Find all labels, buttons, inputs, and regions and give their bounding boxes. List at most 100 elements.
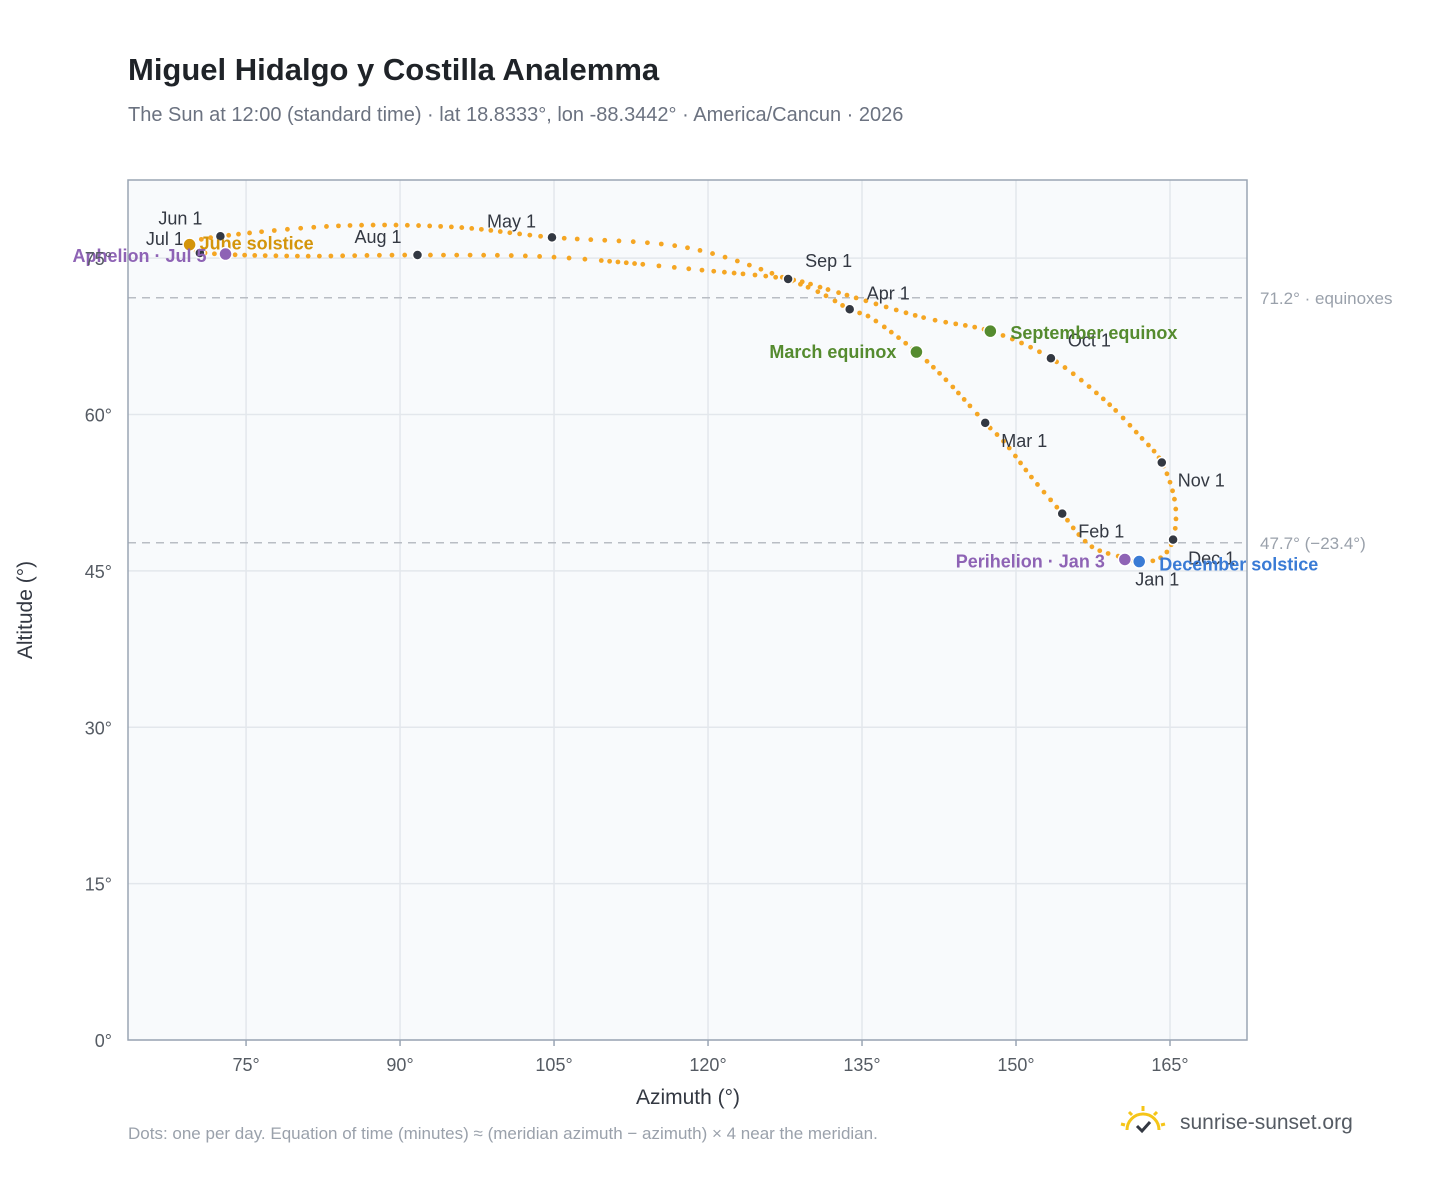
day-dot (937, 370, 942, 376)
day-dot (247, 230, 252, 236)
event-label: December solstice (1159, 555, 1318, 575)
day-dot (561, 235, 567, 241)
day-dot (943, 377, 949, 383)
day-dot (623, 260, 629, 266)
brand-logo[interactable]: sunrise-sunset.org (1120, 1104, 1353, 1141)
day-dot (370, 222, 376, 228)
day-dot (686, 266, 692, 272)
day-dot (438, 223, 444, 229)
day-dot (494, 252, 500, 258)
day-dot (522, 253, 528, 259)
day-dot (324, 224, 329, 229)
day-dot (930, 364, 936, 370)
day-dot (607, 258, 612, 264)
day-dot (1076, 532, 1082, 537)
day-dot (428, 252, 433, 258)
day-dot (943, 319, 949, 325)
chart-subtitle: The Sun at 12:00 (standard time) · lat 1… (128, 104, 904, 126)
event-dot (1131, 554, 1147, 569)
day-dot (1082, 538, 1088, 544)
day-dot (710, 251, 715, 256)
day-dot (722, 254, 728, 260)
day-dot (481, 252, 487, 258)
day-dot (921, 315, 927, 320)
event-label: March equinox (769, 342, 896, 362)
day-dot (1009, 336, 1015, 342)
day-dot (488, 228, 494, 233)
day-dot (1170, 488, 1175, 494)
day-dot (517, 231, 523, 237)
day-dot (903, 340, 909, 346)
day-dot (658, 241, 664, 247)
day-dot (328, 253, 334, 259)
day-dot (817, 284, 823, 290)
month-dot (1056, 507, 1068, 520)
day-dot (853, 295, 859, 301)
day-dot (630, 239, 636, 245)
day-dot (271, 228, 277, 233)
day-dot (527, 232, 533, 238)
day-dot (404, 222, 410, 228)
day-dot (972, 324, 978, 330)
day-dot (273, 253, 279, 259)
day-dot (1023, 467, 1029, 473)
day-dot (763, 273, 769, 279)
day-dot (497, 229, 503, 234)
month-label: Jul 1 (146, 229, 184, 249)
day-dot (602, 237, 608, 243)
event-label: Aphelion · Jul 5 (73, 246, 207, 266)
day-dot (427, 223, 433, 229)
y-tick-label: 30° (85, 718, 112, 738)
day-dot (1133, 429, 1139, 435)
day-dot (844, 292, 850, 298)
month-dot (843, 303, 856, 316)
day-dot (1097, 548, 1103, 554)
day-dot (389, 252, 395, 258)
day-dot (640, 261, 646, 267)
x-tick-label: 105° (535, 1055, 572, 1075)
day-dot (924, 358, 930, 364)
day-dot (616, 238, 622, 244)
day-dot (840, 303, 845, 308)
day-dot (382, 222, 387, 228)
day-dot (347, 223, 353, 228)
axis-ticks: 75° 90° 105° 120° 135° 150° 165° 0° 15° 30° 45° 60°… (85, 249, 1189, 1075)
day-dot (574, 236, 580, 242)
day-dot (311, 224, 317, 230)
day-dot (685, 245, 690, 251)
day-dot (448, 224, 454, 230)
month-label: Dec 1 (1188, 549, 1235, 569)
day-dot (873, 301, 879, 307)
day-dot (1001, 438, 1006, 444)
day-dot (699, 267, 705, 273)
day-dot (883, 304, 889, 310)
day-dot (198, 236, 204, 242)
day-dot (734, 258, 740, 264)
day-dot (671, 265, 677, 270)
event-dot (182, 237, 197, 252)
footnote: Dots: one per day. Equation of time (min… (128, 1124, 878, 1143)
day-dot (1028, 344, 1033, 350)
month-dot (979, 417, 991, 429)
day-dot (950, 384, 956, 390)
x-tick-label: 75° (232, 1055, 259, 1075)
event-label: September equinox (1010, 323, 1177, 343)
day-dot (508, 253, 514, 258)
day-dot (376, 252, 382, 258)
month-label: Oct 1 (1068, 330, 1111, 350)
month-dot (194, 247, 206, 259)
day-dot (1086, 384, 1092, 389)
day-dot (1150, 558, 1156, 564)
month-label: Mar 1 (1001, 431, 1047, 451)
day-dot (1100, 396, 1106, 402)
y-tick-label: 15° (85, 875, 112, 895)
day-dot (537, 254, 543, 259)
event-label: June solstice (200, 234, 314, 254)
month-dot (1167, 533, 1179, 546)
day-dot (1158, 555, 1163, 561)
day-dot (1167, 479, 1173, 485)
day-dot (538, 233, 543, 239)
x-tick-label: 135° (843, 1055, 880, 1075)
reference-line-label: 47.7° (−23.4°) (1260, 534, 1366, 553)
